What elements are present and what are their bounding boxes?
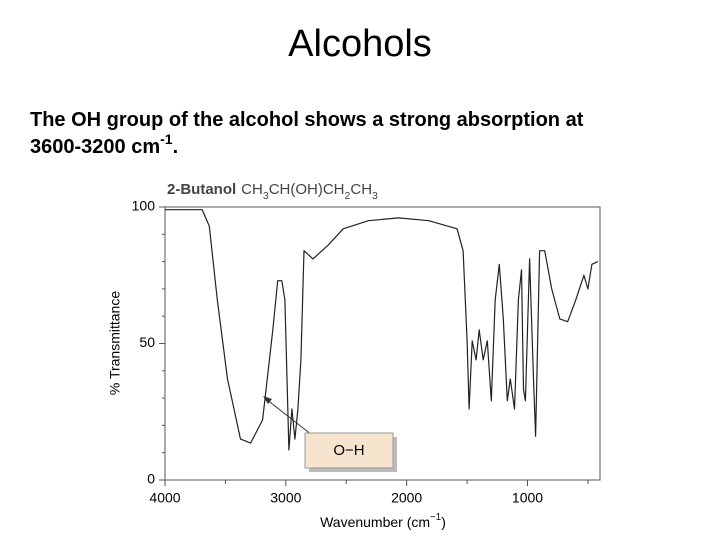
slide-body: The OH group of the alcohol shows a stro… [30, 109, 584, 158]
spectrum-line [165, 209, 599, 451]
y-tick-label: 0 [147, 471, 155, 487]
chart-title: 2-Butanol CH3CH(OH)CH2CH3 [167, 181, 378, 202]
annotation-arrow [265, 398, 313, 436]
text-part: CH [350, 181, 372, 198]
annotation-box [304, 432, 394, 469]
text-part: Wavenumber (cm [320, 514, 430, 530]
y-tick-label: 50 [139, 334, 155, 350]
slide-title: Alcohols [288, 23, 432, 65]
script-text: -1 [160, 131, 173, 147]
text-part: ) [441, 514, 446, 530]
formula: CH3CH(OH)CH2CH3 [241, 181, 378, 202]
text-part: CH [241, 181, 263, 198]
text-part: 3600-3200 cm [30, 136, 160, 158]
script-text: 2 [345, 190, 351, 202]
y-tick-label: 100 [132, 198, 156, 214]
x-tick-label: 2000 [391, 490, 422, 506]
text-part: The OH group of the alcohol shows a stro… [30, 109, 584, 131]
script-text: 3 [263, 190, 269, 202]
script-text: −1 [430, 512, 441, 523]
annotation: O−H [333, 442, 364, 459]
chart-name: 2-Butanol [167, 181, 236, 198]
y-axis-label: % Transmittance [107, 291, 123, 395]
script-text: 3 [372, 190, 378, 202]
text-part: . [173, 136, 179, 158]
x-tick-label: 3000 [270, 490, 301, 506]
x-tick-label: 1000 [512, 490, 543, 506]
x-axis-label: Wavenumber (cm−1) [320, 512, 446, 530]
text-part: CH(OH)CH [269, 181, 345, 198]
x-tick-label: 4000 [149, 490, 180, 506]
